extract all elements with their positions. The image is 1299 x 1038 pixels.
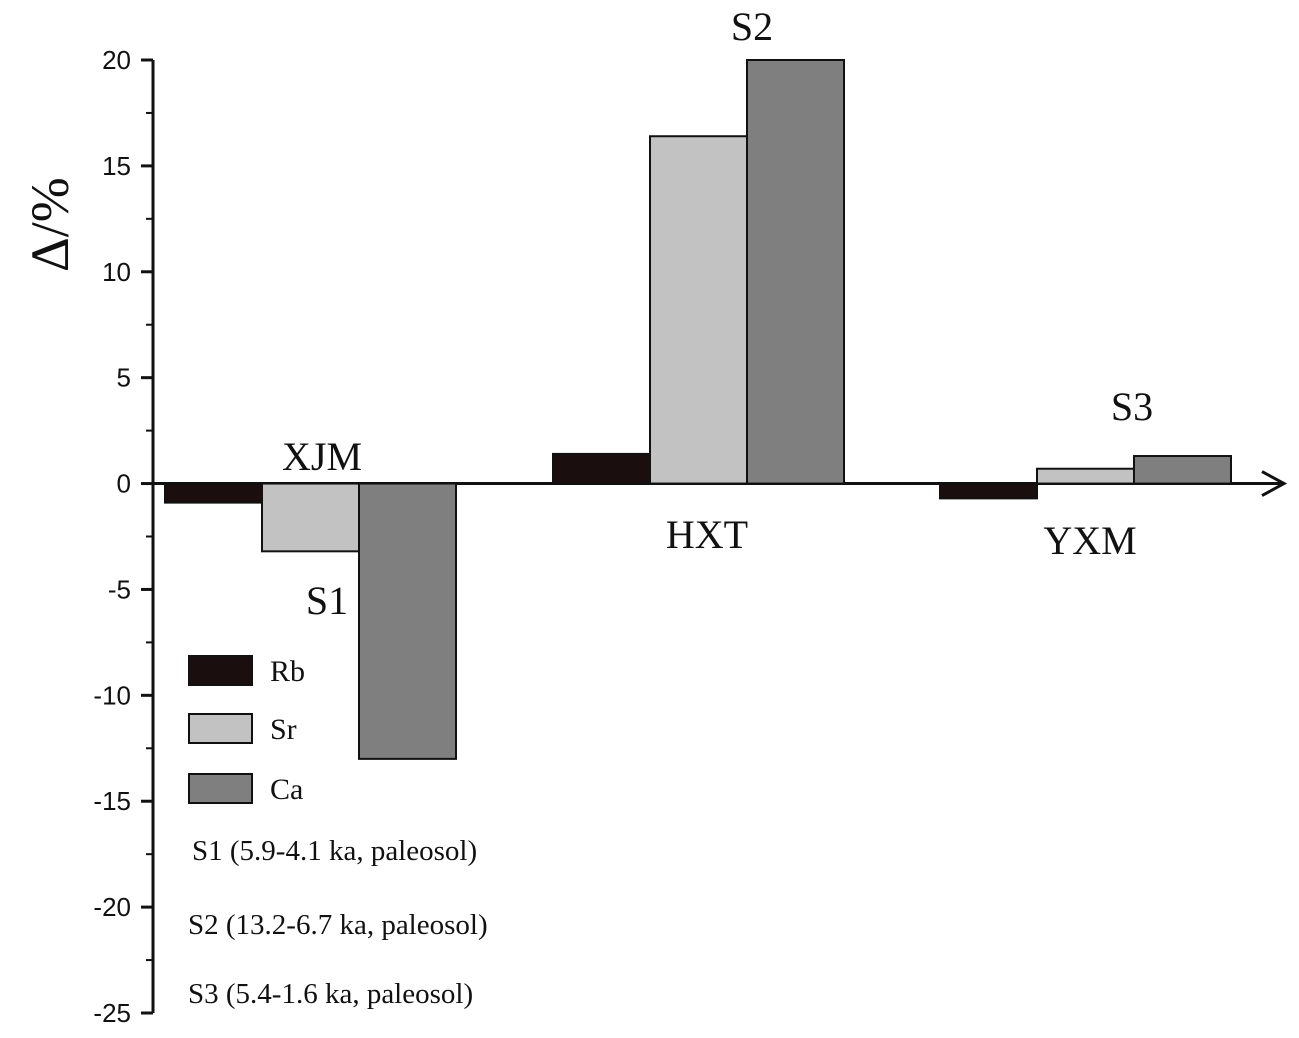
bar-xjm-ca xyxy=(358,482,457,760)
y-axis: 20 15 10 5 0 -5 -10 -15 -20 -25 xyxy=(93,45,155,1028)
y-tick-label: -10 xyxy=(93,680,131,710)
paleosol-note-1: S1 (5.9-4.1 ka, paleosol) xyxy=(192,835,477,867)
legend: Rb Sr Ca xyxy=(188,655,305,806)
bar-yxm-sr xyxy=(1036,467,1135,485)
category-label-yxm: YXM xyxy=(1043,518,1136,563)
legend-label-rb: Rb xyxy=(270,655,305,688)
y-tick-label: -15 xyxy=(93,786,131,816)
y-tick-label: 15 xyxy=(102,151,131,181)
y-tick-label: -20 xyxy=(93,892,131,922)
bar-yxm-ca xyxy=(1133,455,1232,485)
y-tick-label: -25 xyxy=(93,998,131,1028)
labels: XJM HXT YXM S1 S2 S3 xyxy=(282,4,1153,623)
bar-xjm-sr xyxy=(261,482,360,553)
category-label-hxt: HXT xyxy=(666,512,748,557)
y-tick-label: 20 xyxy=(102,45,131,75)
y-axis-title: Δ/% xyxy=(20,177,80,272)
paleosol-label-s3: S3 xyxy=(1111,384,1153,429)
y-tick-label: 5 xyxy=(117,363,131,393)
paleosol-label-s1: S1 xyxy=(306,578,348,623)
paleosol-note-3: S3 (5.4-1.6 ka, paleosol) xyxy=(188,978,473,1010)
paleosol-note-2: S2 (13.2-6.7 ka, paleosol) xyxy=(188,909,488,941)
bar-hxt-sr xyxy=(649,135,748,485)
category-label-xjm: XJM xyxy=(282,434,362,479)
legend-label-sr: Sr xyxy=(270,713,297,746)
legend-swatch-sr xyxy=(188,713,253,744)
bar-xjm-rb xyxy=(164,482,263,504)
bar-yxm-rb xyxy=(939,482,1038,500)
bar-hxt-ca xyxy=(746,59,845,485)
notes: S1 (5.9-4.1 ka, paleosol) S2 (13.2-6.7 ka… xyxy=(188,835,488,1010)
bar-hxt-rb xyxy=(552,452,651,485)
bars xyxy=(164,59,1232,760)
legend-swatch-ca xyxy=(188,773,253,804)
y-tick-label: 0 xyxy=(117,469,131,499)
y-tick-label: -5 xyxy=(108,574,131,604)
y-tick-label: 10 xyxy=(102,257,131,287)
paleosol-label-s2: S2 xyxy=(731,4,773,49)
legend-swatch-rb xyxy=(188,655,253,686)
x-axis-arrow xyxy=(1261,470,1288,497)
legend-label-ca: Ca xyxy=(270,773,303,806)
